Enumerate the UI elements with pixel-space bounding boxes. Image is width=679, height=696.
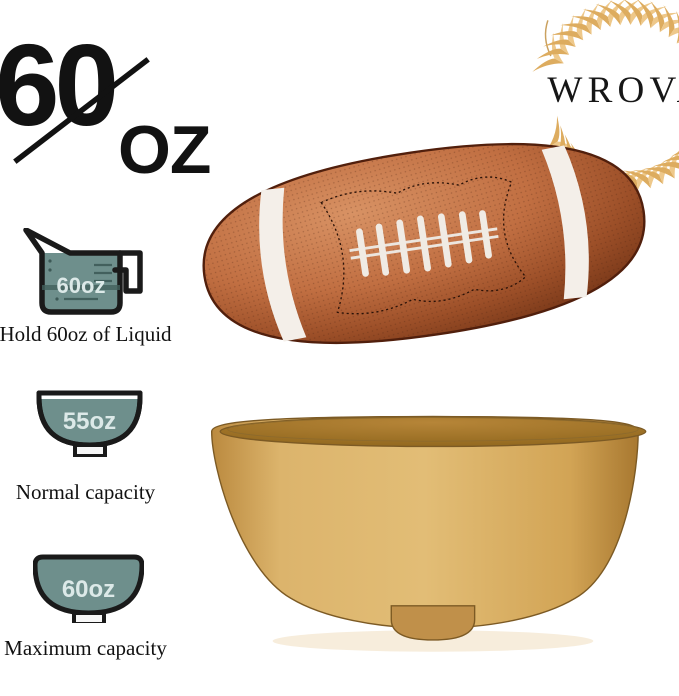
- svg-text:60oz: 60oz: [57, 273, 106, 298]
- svg-text:55oz: 55oz: [63, 408, 116, 435]
- svg-text:60oz: 60oz: [62, 576, 115, 603]
